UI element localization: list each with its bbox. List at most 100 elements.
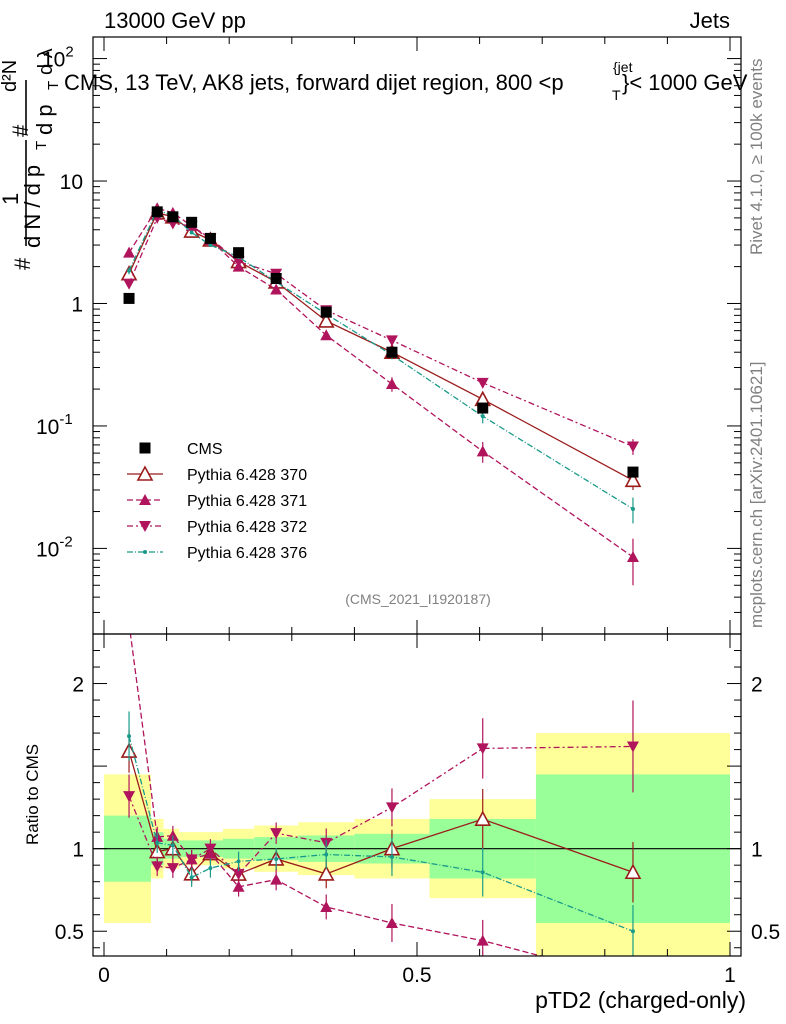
y-tick-label-main: 10	[60, 171, 83, 194]
series-marker	[626, 551, 639, 563]
series-marker	[630, 506, 635, 511]
legend-label: Pythia 6.428 372	[187, 519, 307, 536]
ratio-marker	[474, 810, 492, 826]
series-marker	[480, 414, 485, 419]
ratio-panel: 0 0.5 1 0.5 0.5 1 1 2 2	[55, 633, 780, 987]
legend-label: Pythia 6.428 370	[187, 467, 307, 484]
ratio-marker	[385, 802, 398, 814]
series-marker	[476, 445, 489, 457]
ratio-bands	[93, 733, 741, 956]
ratio-marker	[236, 859, 241, 864]
ratio-marker	[320, 900, 333, 912]
ratio-marker	[385, 916, 398, 928]
ratio-marker	[208, 866, 213, 871]
ylabel-den: d N / d p	[20, 165, 45, 248]
ratio-marker	[270, 873, 283, 885]
y-tick-label-main: 10-1	[36, 411, 73, 439]
x-axis-label: pTD2 (charged-only)	[535, 987, 746, 1013]
ratio-marker	[166, 829, 179, 841]
cms-point	[627, 466, 639, 478]
series-marker	[320, 329, 333, 341]
ratio-marker	[185, 854, 198, 866]
legend-label: Pythia 6.428 376	[187, 545, 307, 562]
mcplots-label: mcplots.cern.ch [arXiv:2401.10621]	[747, 362, 766, 628]
ylabel-hash-1: #	[10, 257, 35, 270]
ratio-marker	[189, 875, 194, 880]
series-marker	[189, 230, 194, 235]
ylabel-dlambda: d λ	[35, 48, 57, 75]
plot-title-sub: T	[612, 87, 621, 103]
ylabel-den-sub: T	[33, 141, 50, 150]
cms-point	[477, 402, 489, 414]
ylabel-d2n: d²N	[0, 60, 21, 92]
plot-title-end: }< 1000 GeV	[622, 70, 748, 95]
series-marker	[127, 268, 132, 273]
header-left: 13000 GeV pp	[104, 8, 246, 33]
series-marker	[317, 312, 335, 328]
plot-title: CMS, 13 TeV, AK8 jets, forward dijet reg…	[64, 59, 748, 103]
ratio-ticks: 0 0.5 1 0.5 0.5 1 1 2 2	[55, 634, 780, 987]
ratio-marker	[232, 869, 245, 881]
x-tick-label: 0	[98, 964, 110, 987]
y-tick-label-main: 102	[42, 44, 74, 72]
series-line-3	[128, 209, 634, 510]
ratio-marker	[389, 854, 394, 859]
rivet-label: Rivet 4.1.0, ≥ 100k events	[747, 59, 766, 255]
ratio-ylabel: Ratio to CMS	[23, 744, 42, 845]
main-ylabel: # d N / d p T 1 # d p T d²N d λ	[0, 48, 62, 270]
legend-label: Pythia 6.428 371	[187, 493, 307, 510]
ratio-marker	[155, 840, 160, 845]
series-marker	[476, 377, 489, 389]
y-tick-label-ratio-right: 1	[751, 839, 763, 862]
legend-marker	[139, 442, 151, 454]
ratio-marker	[324, 852, 329, 857]
x-tick-label: 1	[724, 964, 736, 987]
ylabel-hash-2: #	[8, 124, 33, 137]
cms-point	[123, 292, 135, 304]
ylabel-num: 1	[0, 193, 23, 205]
y-tick-label-ratio: 2	[72, 674, 84, 697]
ratio-marker	[151, 861, 164, 873]
cms-point	[233, 247, 245, 259]
ratio-marker	[480, 870, 485, 875]
legend-marker	[136, 465, 154, 481]
main-panel: 10-2 10-1 1 10 102	[36, 36, 742, 635]
header-right: Jets	[690, 8, 730, 33]
ratio-marker	[232, 880, 245, 892]
cms-point	[320, 306, 332, 318]
ratio-marker	[624, 863, 642, 880]
series-marker	[626, 441, 639, 453]
legend-marker	[139, 494, 151, 505]
series-marker	[385, 335, 398, 347]
x-tick-label: 0.5	[402, 964, 431, 987]
y-tick-label-main: 1	[71, 293, 83, 316]
y-tick-label-main: 10-2	[36, 533, 73, 561]
ratio-marker	[127, 734, 132, 739]
ylabel-dpt: d p	[32, 104, 57, 135]
series-marker	[270, 283, 283, 295]
y-tick-label-ratio: 0.5	[55, 921, 84, 944]
ratio-marker	[476, 743, 489, 755]
ratio-marker	[270, 828, 283, 840]
cms-point	[151, 206, 163, 218]
ratio-marker	[476, 934, 489, 946]
cms-point	[186, 216, 198, 228]
legend-label: CMS	[187, 441, 223, 458]
legend-marker	[139, 521, 151, 532]
watermark: (CMS_2021_I1920187)	[345, 591, 491, 607]
cms-point	[167, 211, 179, 223]
ratio-marker	[166, 863, 179, 875]
plot-title-sup: {jet	[613, 59, 633, 75]
cms-point	[270, 272, 282, 284]
ratio-data	[120, 634, 642, 956]
series-marker	[385, 378, 398, 390]
ratio-marker	[274, 856, 279, 861]
legend: CMS Pythia 6.428 370 Pythia 6.428 371 Pythi…	[127, 441, 307, 562]
main-ticks: 10-2 10-1 1 10 102	[36, 37, 741, 635]
y-tick-label-ratio-right: 2	[751, 674, 763, 697]
y-tick-label-ratio: 1	[72, 839, 84, 862]
ratio-marker	[123, 791, 136, 803]
ratio-marker	[626, 741, 639, 753]
y-tick-label-ratio-right: 0.5	[751, 921, 780, 944]
